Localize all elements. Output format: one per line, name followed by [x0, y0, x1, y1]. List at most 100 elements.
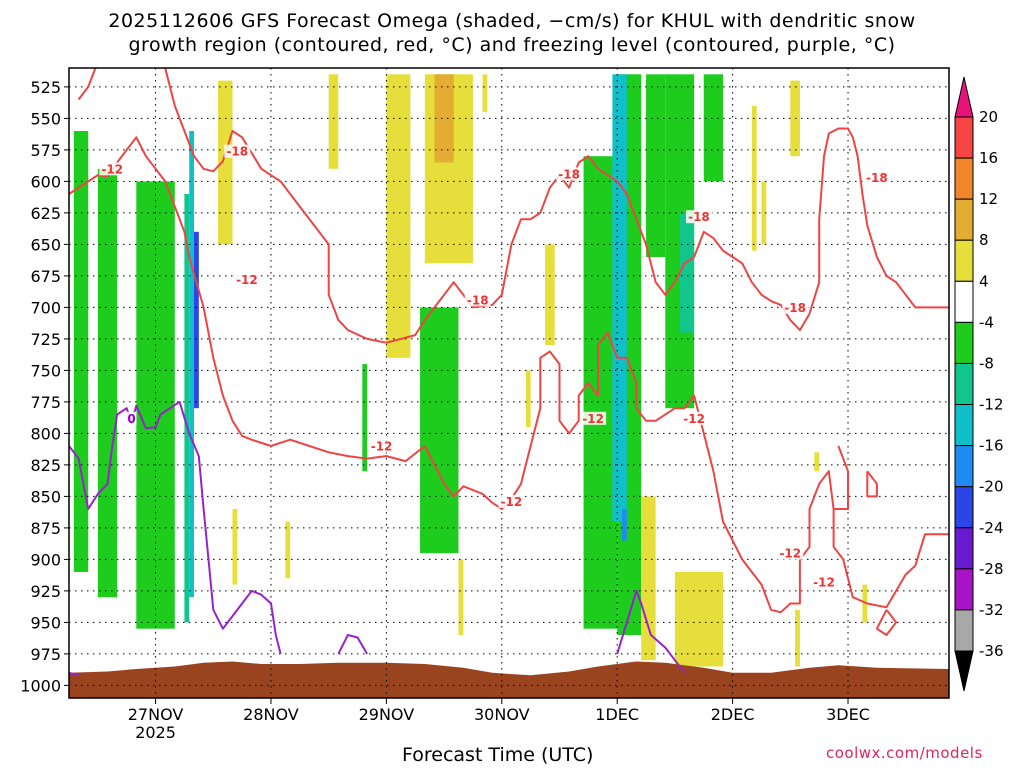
- contour-label-background: [685, 210, 712, 224]
- omega-region: [285, 521, 291, 579]
- y-tick-label: 1000: [20, 676, 61, 695]
- colorbar-label: -8: [979, 354, 994, 372]
- colorbar-bin: [954, 362, 974, 406]
- contour-lines: [69, 68, 949, 677]
- chart-title-line-1: 2025112606 GFS Forecast Omega (shaded, −…: [108, 10, 916, 32]
- colorbar-bin: [954, 280, 974, 323]
- colorbar-bin: [954, 527, 974, 570]
- y-tick-label: 725: [30, 330, 61, 349]
- x-tick-sublabel: 2025: [135, 723, 176, 742]
- contour-label-background: [464, 293, 491, 307]
- y-tick-label: 575: [30, 141, 61, 160]
- y-tick-label: 600: [30, 172, 61, 191]
- omega-region: [386, 74, 411, 358]
- colorbar-bin: [954, 445, 974, 488]
- freezing-level-contour-line: [69, 671, 79, 677]
- omega-region: [218, 80, 233, 245]
- colorbar-bin: [954, 568, 974, 611]
- colorbar-label: -32: [979, 601, 1004, 619]
- colorbar-bin: [954, 609, 974, 652]
- x-axis-label: Forecast Time (UTC): [402, 744, 594, 766]
- colorbar-label: 12: [979, 190, 998, 208]
- omega-region: [761, 181, 767, 245]
- omega-region: [232, 509, 238, 585]
- contour-label: 0: [127, 412, 135, 426]
- colorbar-label: -4: [979, 313, 994, 331]
- contour-label: -18: [784, 301, 806, 315]
- contour-label: -12: [582, 412, 604, 426]
- terrain-area: [69, 661, 949, 698]
- contour-labels: -12 -18 -12 -12 -18 -12 -18 -12 -12 -18 -18 -12 -12 -…: [99, 144, 890, 590]
- dgz-contour-line: [866, 470, 878, 498]
- contour-label: -12: [371, 440, 393, 454]
- contour-label-background: [368, 439, 395, 453]
- omega-region: [545, 244, 555, 346]
- x-tick-label: 29NOV: [359, 705, 415, 724]
- colorbar-label: -16: [979, 437, 1004, 455]
- omega-region: [184, 194, 190, 623]
- contour-label: -12: [683, 412, 705, 426]
- contour-label-background: [681, 411, 708, 425]
- omega-region: [434, 74, 454, 163]
- plot-background: [69, 68, 949, 698]
- omega-region: [583, 156, 618, 629]
- contour-label-background: [556, 167, 583, 181]
- y-axis-ticks: 525 550 575 600 625 650 675 700 725 750 775 800 825 8…: [20, 78, 69, 695]
- colorbar-bin: [954, 157, 974, 200]
- contour-label-background: [580, 411, 607, 425]
- contour-label-background: [782, 300, 809, 314]
- freezing-level-contour-line: [337, 634, 368, 655]
- chart-title-line-2: growth region (contoured, red, °C) and f…: [128, 34, 896, 56]
- dgz-contour-line: [875, 609, 898, 636]
- omega-region: [194, 231, 199, 409]
- dgz-contour-line: [77, 68, 97, 101]
- x-tick-label: 28NOV: [243, 705, 299, 724]
- y-tick-label: 850: [30, 487, 61, 506]
- terrain-layer: [69, 661, 949, 698]
- y-tick-label: 650: [30, 235, 61, 254]
- x-tick-label: 3DEC: [826, 705, 870, 724]
- colorbar-bin: [954, 486, 974, 529]
- freezing-level-contour-line: [69, 400, 282, 655]
- contour-label: -12: [501, 495, 523, 509]
- colorbar-label: -24: [979, 519, 1004, 537]
- y-tick-label: 750: [30, 361, 61, 380]
- colorbar-bin: [954, 404, 974, 447]
- colorbar-label: 16: [979, 149, 998, 167]
- omega-region: [622, 509, 627, 541]
- omega-region: [525, 370, 531, 428]
- x-tick-label: 27NOV: [128, 705, 184, 724]
- contour-label-background: [99, 162, 126, 176]
- colorbar: 20 16 12 8 4 -4 -8 -12 -16 -20 -24 -28 -32 -36: [954, 76, 1004, 692]
- colorbar-label: -20: [979, 478, 1004, 496]
- y-tick-label: 825: [30, 456, 61, 475]
- omega-region: [612, 74, 627, 522]
- omega-region: [189, 131, 195, 598]
- omega-region: [641, 496, 656, 661]
- y-tick-label: 875: [30, 519, 61, 538]
- omega-region: [97, 168, 118, 598]
- omega-region: [482, 74, 488, 113]
- colorbar-bin: [954, 321, 974, 364]
- plot-frame: [68, 67, 950, 699]
- omega-region: [674, 572, 723, 667]
- dgz-contour-line: [833, 445, 849, 510]
- omega-region: [814, 452, 820, 472]
- omega-region: [73, 131, 89, 572]
- x-tick-label: 1DEC: [595, 705, 639, 724]
- contour-label: -12: [236, 273, 258, 287]
- y-tick-label: 950: [30, 613, 61, 632]
- colorbar-bin: [954, 239, 974, 282]
- contour-label-background: [126, 411, 137, 425]
- freezing-level-contour-line: [616, 589, 686, 674]
- contour-label: -18: [866, 171, 888, 185]
- y-tick-label: 625: [30, 204, 61, 223]
- contour-label-background: [863, 171, 890, 185]
- omega-region: [703, 74, 723, 182]
- omega-region: [420, 307, 459, 554]
- y-tick-label: 900: [30, 550, 61, 569]
- y-tick-label: 775: [30, 393, 61, 412]
- omega-region: [751, 105, 757, 251]
- omega-region: [328, 74, 339, 169]
